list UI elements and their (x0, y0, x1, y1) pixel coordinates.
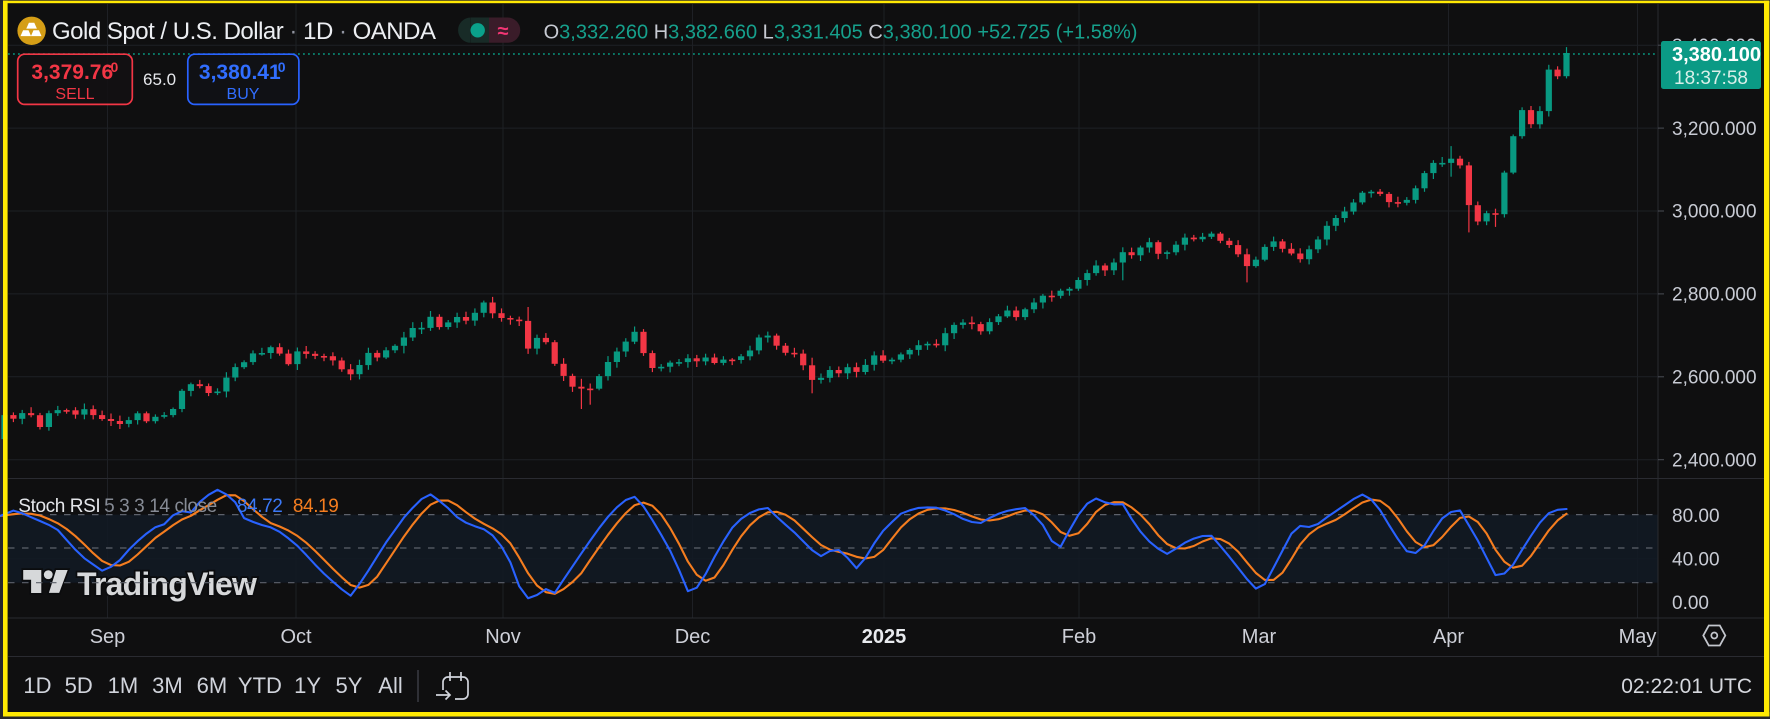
svg-text:5D: 5D (65, 673, 93, 698)
svg-text:Mar: Mar (1242, 626, 1277, 648)
svg-text:3,380.41: 3,380.41 (199, 61, 281, 84)
svg-text:O3,332.260 H3,382.660 L3,331.4: O3,332.260 H3,382.660 L3,331.405 C3,380.… (544, 22, 1138, 44)
svg-text:May: May (1619, 626, 1657, 648)
svg-text:SELL: SELL (55, 86, 94, 103)
svg-text:0.00: 0.00 (1672, 593, 1709, 614)
svg-text:5Y: 5Y (336, 673, 363, 698)
svg-text:Sep: Sep (90, 626, 126, 648)
svg-text:1D: 1D (23, 673, 51, 698)
svg-text:3,379.76: 3,379.76 (31, 61, 113, 84)
svg-text:3,200.000: 3,200.000 (1672, 119, 1757, 140)
svg-text:Feb: Feb (1062, 626, 1096, 648)
svg-text:Oct: Oct (280, 626, 312, 648)
svg-text:3M: 3M (152, 673, 183, 698)
svg-text:BUY: BUY (227, 86, 260, 103)
svg-text:2,800.000: 2,800.000 (1672, 285, 1757, 306)
svg-text:2025: 2025 (862, 626, 907, 648)
svg-text:Apr: Apr (1433, 626, 1464, 648)
svg-text:0: 0 (278, 59, 286, 75)
svg-text:6M: 6M (197, 673, 228, 698)
svg-text:Dec: Dec (675, 626, 711, 648)
svg-text:YTD: YTD (238, 673, 282, 698)
svg-text:18:37:58: 18:37:58 (1674, 68, 1748, 89)
svg-text:40.00: 40.00 (1672, 550, 1720, 571)
svg-text:2,400.000: 2,400.000 (1672, 450, 1757, 471)
svg-text:Stoch RSI: Stoch RSI (18, 496, 100, 517)
svg-text:5 3 3 14 close: 5 3 3 14 close (104, 496, 217, 517)
svg-text:Gold Spot / U.S. Dollar · 1D ·: Gold Spot / U.S. Dollar · 1D · OANDA (52, 18, 436, 45)
svg-text:65.0: 65.0 (143, 70, 176, 89)
svg-text:1M: 1M (108, 673, 139, 698)
svg-text:80.00: 80.00 (1672, 506, 1720, 527)
svg-text:3,000.000: 3,000.000 (1672, 202, 1757, 223)
svg-text:02:22:01 UTC: 02:22:01 UTC (1621, 675, 1752, 698)
svg-text:3,380.100: 3,380.100 (1672, 44, 1761, 66)
svg-text:1Y: 1Y (294, 673, 321, 698)
svg-text:Nov: Nov (485, 626, 521, 648)
svg-text:84.72: 84.72 (237, 496, 283, 517)
svg-text:All: All (378, 673, 402, 698)
svg-text:2,600.000: 2,600.000 (1672, 368, 1757, 389)
svg-text:TradingView: TradingView (77, 566, 257, 602)
svg-text:84.19: 84.19 (293, 496, 339, 517)
svg-text:0: 0 (111, 59, 119, 75)
svg-text:≈: ≈ (498, 21, 509, 43)
